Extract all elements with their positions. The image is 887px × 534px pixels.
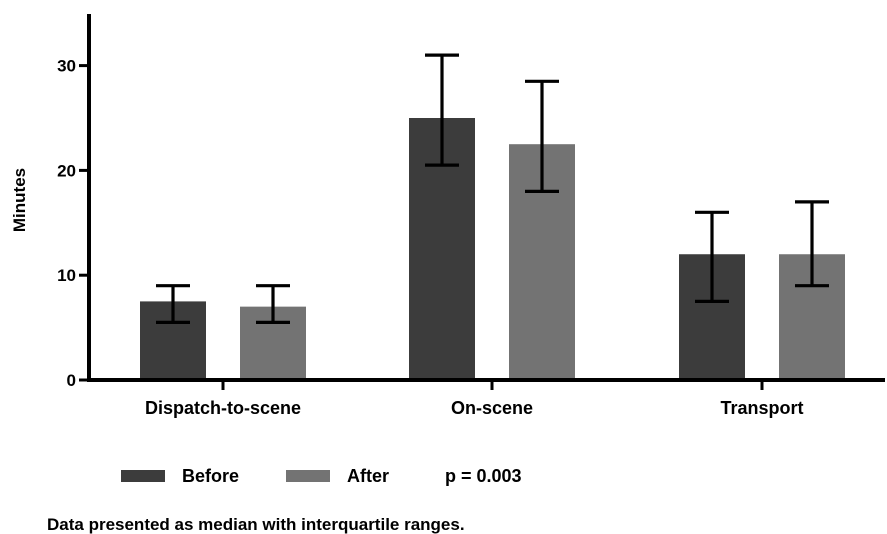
legend-label-before: Before [182,466,239,486]
plot-area: Dispatch-to-scene On-scene Transport 0 10 20 3… [57,14,885,418]
p-value-annotation: p = 0.003 [445,466,522,486]
legend-label-after: After [347,466,389,486]
y-tick-label-10: 10 [57,266,76,285]
x-tick-label-3: Transport [720,398,803,418]
x-tick-label-2: On-scene [451,398,533,418]
footnote: Data presented as median with interquart… [47,515,465,534]
y-tick-label-0: 0 [67,371,76,390]
x-tick-label-1: Dispatch-to-scene [145,398,301,418]
legend-swatch-before [121,470,165,482]
y-tick-label-30: 30 [57,57,76,76]
legend-swatch-after [286,470,330,482]
y-tick-label-20: 20 [57,161,76,180]
y-axis-title: Minutes [10,168,29,232]
legend: Before After p = 0.003 [121,466,522,486]
